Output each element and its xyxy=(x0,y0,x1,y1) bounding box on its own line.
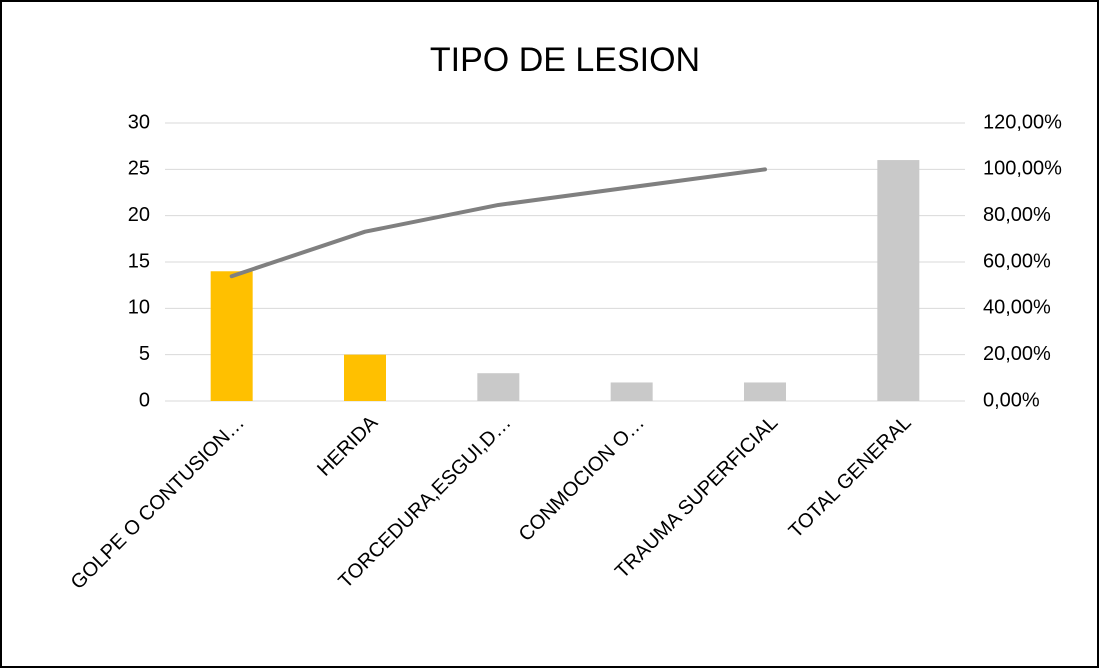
bar xyxy=(477,373,520,401)
line xyxy=(229,167,767,279)
bar xyxy=(344,354,386,401)
chart-title: TIPO DE LESION xyxy=(430,41,700,79)
bar xyxy=(610,382,653,401)
y-tick-label: 30 xyxy=(128,111,150,133)
y-tick-label: 0 xyxy=(139,389,150,411)
y2-tick-label: 20,00% xyxy=(983,343,1051,365)
bar xyxy=(210,271,253,401)
y-tick-label: 25 xyxy=(128,158,150,180)
y-tick-label: 5 xyxy=(139,343,150,365)
y2-tick-label: 120,00% xyxy=(983,111,1062,133)
y2-tick-label: 60,00% xyxy=(983,250,1051,272)
y-tick-label: 20 xyxy=(128,204,150,226)
y2-tick-label: 100,00% xyxy=(983,158,1062,180)
y2-tick-label: 0,00% xyxy=(983,389,1040,411)
bar xyxy=(744,382,786,401)
y-tick-label: 10 xyxy=(128,297,150,319)
bar xyxy=(877,160,920,401)
y2-tick-label: 80,00% xyxy=(983,204,1051,226)
y-tick-label: 15 xyxy=(128,250,150,272)
y2-tick-label: 40,00% xyxy=(983,297,1051,319)
